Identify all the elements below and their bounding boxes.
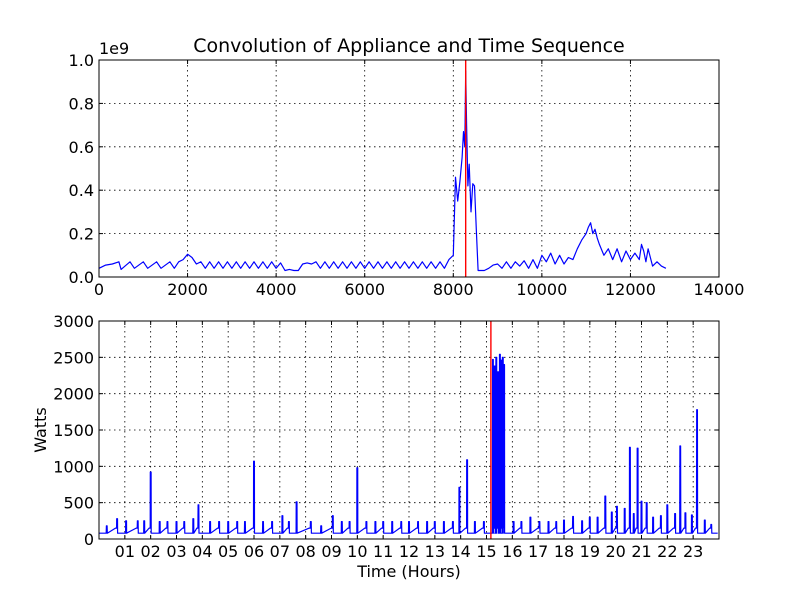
x-tick-label: 16 [502,542,522,561]
x-tick-label: 19 [580,542,600,561]
x-tick-label: 08 [295,542,315,561]
x-tick-label: 09 [321,542,341,561]
x-tick-label: 15 [476,542,496,561]
y-tick-label: 1500 [53,421,94,440]
x-tick-label: 18 [554,542,574,561]
y-tick-label: 0.0 [69,268,94,287]
x-tick-label: 4000 [256,280,297,299]
top-series-group [98,70,667,272]
x-tick-label: 14 [450,542,470,561]
x-tick-label: 2000 [167,280,208,299]
x-tick-label: 10000 [516,280,567,299]
x-tick-label: 14000 [694,280,745,299]
x-tick-label: 20 [605,542,625,561]
bottom-x-ticks: 01 02 03 04 05 06 07 08 09 10 11 12 13 14 15 16 17 18 19 20… [115,321,703,561]
y-tick-label: 0.2 [69,225,94,244]
x-tick-label: 21 [631,542,651,561]
top-gridlines [99,60,719,277]
top-subplot: 0 2000 4000 6000 8000 10000 12000 14000 0.00.20… [69,35,745,299]
bottom-y-ticks: 0 500 1000 1500 2000 2500 3000 [53,312,719,549]
y-tick-label: 0.8 [69,94,94,113]
bottom-y-axis-label: Watts [31,407,50,452]
x-tick-label: 06 [244,542,264,561]
bottom-gridlines [99,321,719,539]
x-tick-label: 05 [218,542,238,561]
bottom-x-axis-label: Time (Hours) [356,562,461,581]
x-tick-label: 22 [657,542,677,561]
y-tick-label: 1.0 [69,51,94,70]
y-tick-label: 1000 [53,457,94,476]
top-y-offset-label: 1e9 [99,39,129,58]
x-tick-label: 12000 [605,280,656,299]
y-tick-label: 2500 [53,348,94,367]
x-tick-label: 0 [94,280,104,299]
y-tick-label: 2000 [53,385,94,404]
y-tick-label: 0.4 [69,181,94,200]
x-tick-label: 11 [373,542,393,561]
x-tick-label: 12 [399,542,419,561]
x-tick-label: 8000 [433,280,474,299]
y-tick-label: 3000 [53,312,94,331]
x-tick-label: 07 [270,542,290,561]
top-y-ticks: 0.0 0.2 0.4 0.6 0.8 1.0 [69,51,719,287]
x-tick-label: 6000 [344,280,385,299]
bottom-series-group [99,353,718,534]
y-tick-label: 0.6 [69,138,94,157]
x-tick-label: 03 [166,542,186,561]
top-chart-title: Convolution of Appliance and Time Sequen… [193,35,625,57]
data-series-line [98,70,667,272]
y-tick-label: 500 [63,494,94,513]
x-tick-label: 13 [425,542,445,561]
top-x-ticks: 0 2000 4000 6000 8000 10000 12000 14000 [94,60,745,299]
x-tick-label: 23 [683,542,703,561]
top-axes-frame [98,59,720,278]
x-tick-label: 17 [528,542,548,561]
x-tick-label: 10 [347,542,367,561]
x-tick-label: 01 [115,542,135,561]
x-tick-label: 04 [192,542,212,561]
bottom-subplot: 01 02 03 04 05 06 07 08 09 10 11 12 13 14 15 16 17 18 19 20… [31,312,720,581]
y-tick-label: 0 [84,530,94,549]
data-series-line [99,353,718,534]
x-tick-label: 02 [140,542,160,561]
